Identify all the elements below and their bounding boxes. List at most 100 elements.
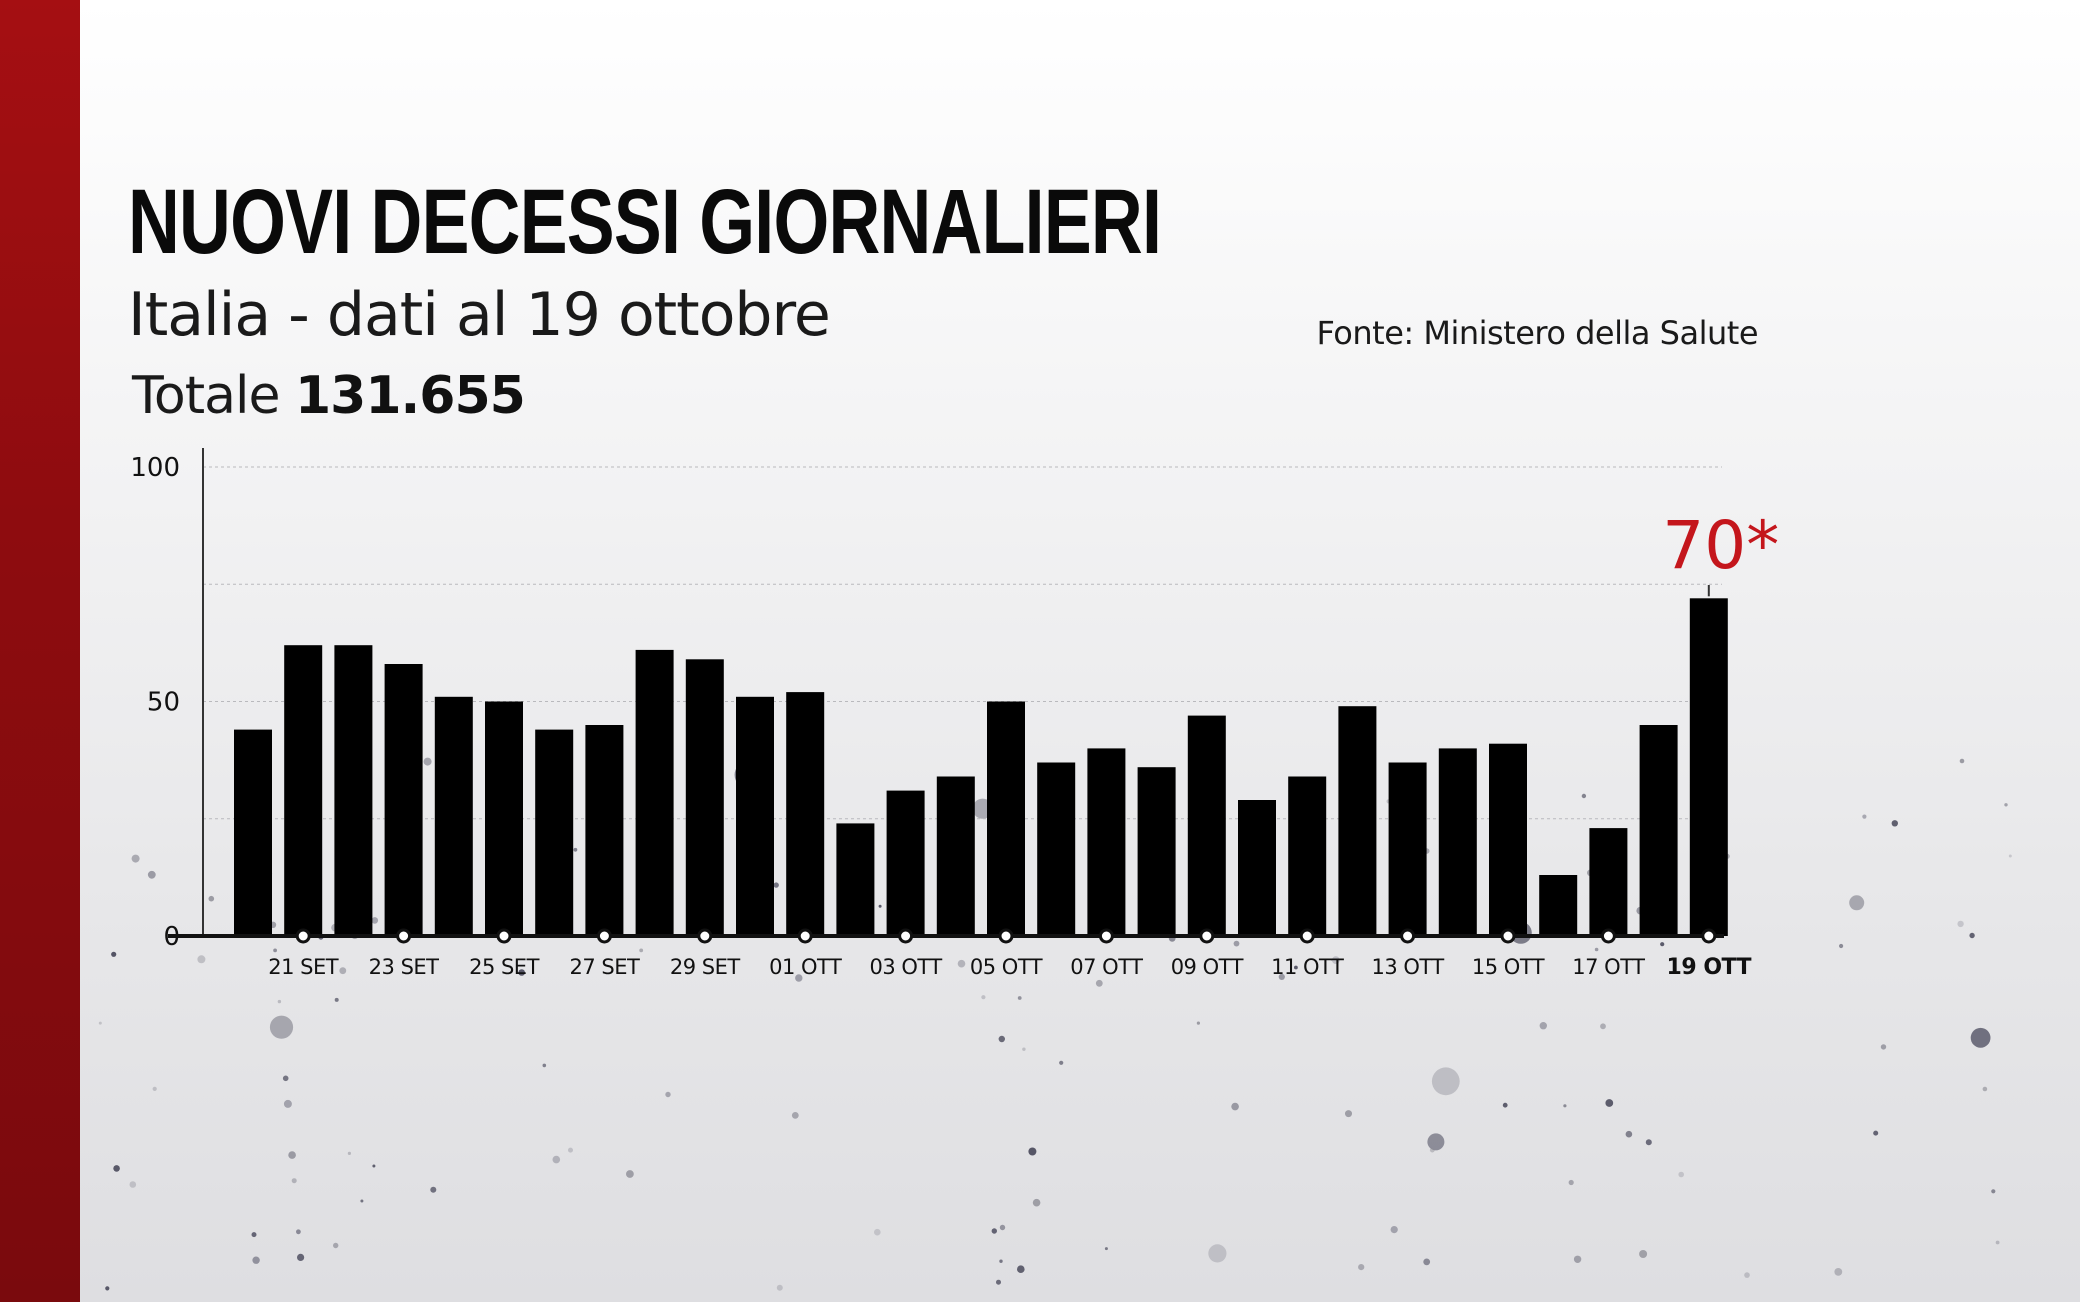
background-dot (111, 951, 117, 957)
x-tick-label: 09 OTT (1171, 955, 1244, 979)
background-dot (1017, 996, 1022, 1000)
callout-value: 70* (1662, 507, 1779, 584)
background-dot (339, 967, 347, 975)
background-dot (981, 995, 986, 1000)
x-tick-marker (1299, 928, 1315, 944)
background-dot (1028, 1147, 1037, 1156)
y-tick-label: 50 (147, 688, 180, 718)
x-tick-label: 23 SET (369, 955, 439, 979)
bar (1087, 748, 1126, 936)
background-dot (347, 1151, 351, 1155)
bar (1489, 743, 1527, 936)
background-dot (2008, 854, 2012, 858)
background-dot (639, 948, 644, 953)
chart-subtitle: Italia - dati al 19 ottobre (128, 280, 831, 350)
bar (1589, 828, 1628, 936)
x-tick-marker (396, 928, 412, 944)
background-dot (1660, 942, 1665, 947)
background-dot (1345, 1110, 1352, 1118)
bar (936, 776, 975, 936)
background-dot (1834, 1268, 1843, 1276)
x-axis-ticks: 21 SET 23 SET 25 SET 27 SET 29 SET 01 OTT 03 O… (268, 928, 1752, 980)
background-dot (113, 1165, 120, 1172)
bar (1388, 762, 1427, 936)
x-tick-marker (1701, 928, 1717, 944)
background-dot (1390, 1226, 1398, 1234)
bar (987, 701, 1025, 936)
x-tick-marker (1500, 928, 1516, 944)
background-dot (1849, 895, 1865, 911)
background-dot (626, 1170, 634, 1178)
background-dot (1502, 1102, 1508, 1108)
background-dot (999, 1224, 1006, 1231)
background-dot (573, 847, 578, 852)
background-dot (1959, 758, 1965, 764)
x-tick-marker (697, 928, 713, 944)
bars (234, 598, 1728, 936)
background-dot (1059, 1060, 1064, 1065)
bar (1539, 875, 1578, 936)
background-dot (1573, 1255, 1582, 1264)
bar (585, 725, 624, 936)
x-tick-marker (797, 928, 813, 944)
x-tick-marker (1600, 928, 1616, 944)
x-tick-label: 29 SET (670, 955, 740, 979)
background-dot (518, 969, 525, 976)
y-axis-ticks: 050100 (130, 453, 180, 952)
background-dot (1278, 973, 1285, 981)
x-tick-label: 17 OTT (1572, 955, 1645, 979)
background-dot (1678, 1171, 1684, 1178)
bar (736, 696, 774, 936)
background-dot (1991, 1189, 1996, 1194)
bar (485, 701, 523, 936)
background-dot (1539, 1021, 1548, 1030)
background-dot (1022, 1047, 1026, 1051)
bar (384, 664, 423, 936)
background-dot (288, 1151, 296, 1159)
background-dot (991, 1228, 997, 1234)
background-dot (1563, 1104, 1567, 1108)
background-dot (998, 1035, 1005, 1043)
background-dot (372, 1164, 376, 1168)
background-dot (296, 1229, 301, 1235)
bar (334, 645, 373, 936)
x-tick-marker (295, 928, 311, 944)
background-dot (874, 1228, 881, 1236)
bar (434, 696, 473, 936)
background-dot (1208, 1244, 1227, 1263)
background-dot (129, 1181, 137, 1188)
x-tick-marker (998, 928, 1014, 944)
x-tick-label: 01 OTT (769, 955, 842, 979)
highlight-callout: 70* (1662, 507, 1779, 597)
background-dot (999, 1259, 1003, 1263)
background-dot (283, 1099, 292, 1108)
bar (836, 823, 875, 936)
bar (1238, 800, 1276, 936)
background-dot (1645, 1139, 1652, 1146)
bar (1187, 715, 1226, 936)
background-dot (1639, 1250, 1648, 1258)
background-dot (333, 1242, 339, 1249)
background-dot (98, 1021, 102, 1025)
background-dot (1873, 1130, 1879, 1136)
background-dot (282, 1075, 289, 1082)
background-dot (1995, 1240, 2000, 1245)
background-dot (1032, 1198, 1041, 1207)
background-dot (1294, 965, 1298, 970)
bar (1438, 748, 1477, 936)
background-dot (1423, 1258, 1431, 1266)
x-tick-marker (1199, 928, 1215, 944)
bar (1639, 725, 1678, 936)
background-dot (665, 1091, 671, 1098)
background-dot (131, 854, 140, 863)
bar (1689, 598, 1728, 936)
background-dot (1880, 1044, 1887, 1050)
background-dot (795, 974, 803, 982)
background-dot (371, 917, 379, 924)
background-dot (291, 1178, 297, 1184)
bar (886, 790, 925, 936)
background-dot (1231, 1102, 1239, 1111)
background-dot (552, 1155, 561, 1164)
background-dot (360, 1199, 364, 1203)
background-dot (1331, 956, 1340, 964)
